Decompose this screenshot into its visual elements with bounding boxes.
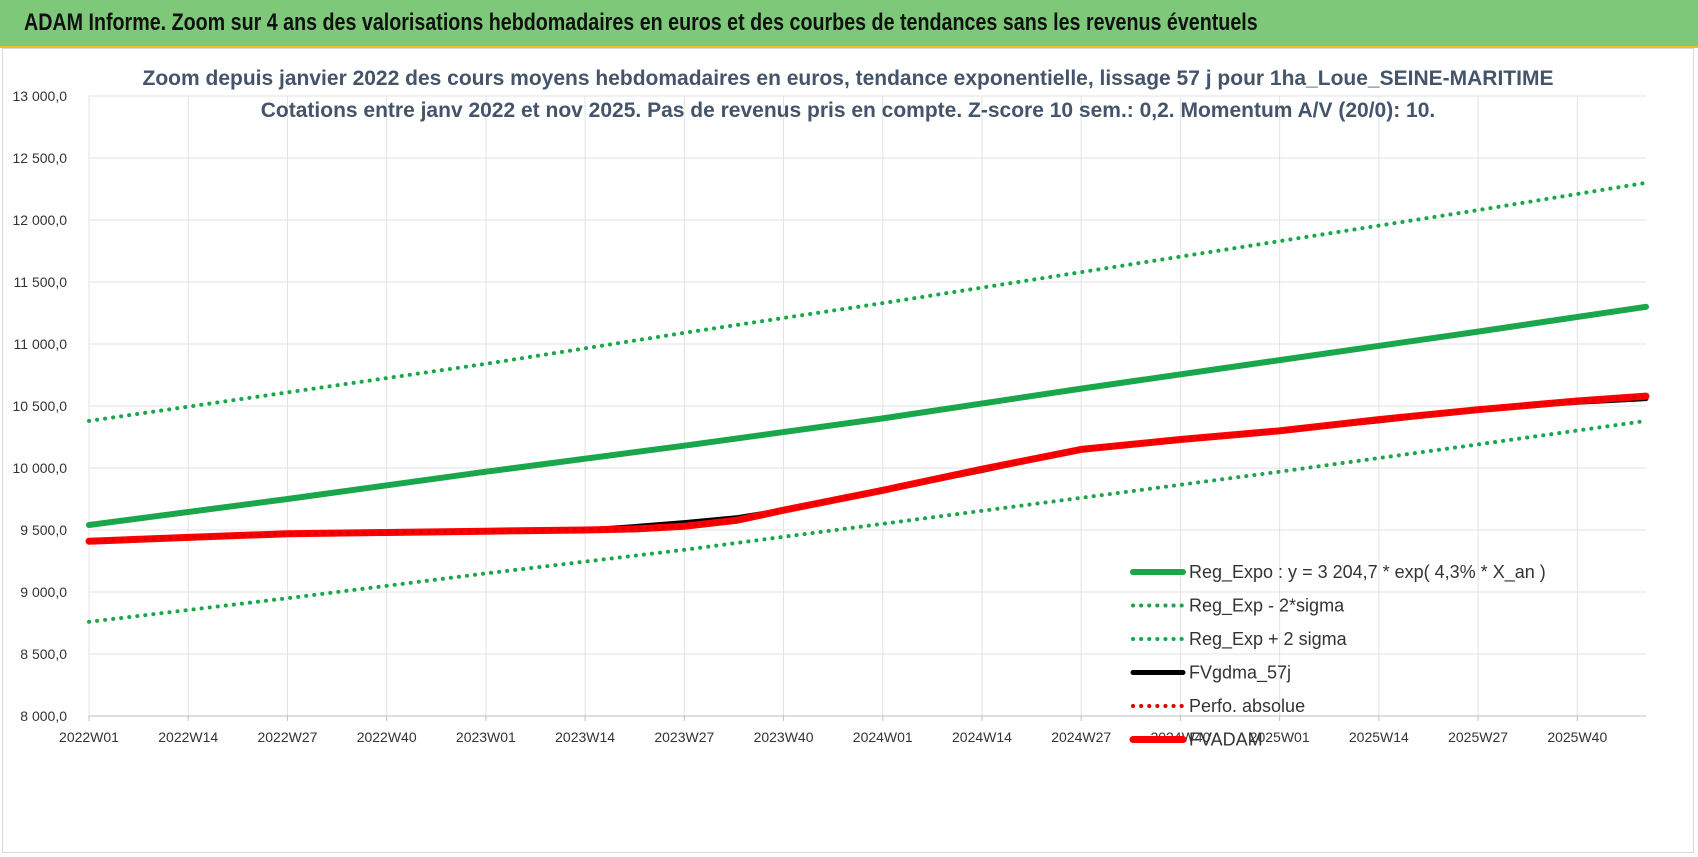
y-tick-label: 10 000,0 <box>13 460 68 476</box>
y-tick-label: 9 000,0 <box>20 584 67 600</box>
y-tick-label: 9 500,0 <box>20 522 67 538</box>
series-line <box>87 394 1648 544</box>
series-line <box>86 303 1649 528</box>
x-tick-label: 2024W14 <box>952 729 1012 745</box>
series-line <box>87 418 1648 624</box>
legend-label: FVgdma_57j <box>1189 663 1291 684</box>
y-tick-label: 13 000,0 <box>13 88 68 104</box>
y-tick-label: 10 500,0 <box>13 398 68 414</box>
x-tick-label: 2025W27 <box>1448 729 1508 745</box>
series-lines <box>85 180 1650 624</box>
x-tick-label: 2025W01 <box>1250 729 1310 745</box>
y-tick-label: 8 500,0 <box>20 646 67 662</box>
y-tick-label: 12 000,0 <box>13 212 68 228</box>
legend-label: Reg_Exp - 2*sigma <box>1189 596 1345 617</box>
x-tick-label: 2022W01 <box>59 729 119 745</box>
y-tick-label: 11 000,0 <box>14 336 68 352</box>
x-tick-label: 2024W01 <box>853 729 913 745</box>
x-tick-label: 2022W27 <box>257 729 317 745</box>
legend-label: Perfo. absolue <box>1189 696 1305 716</box>
x-tick-label: 2024W27 <box>1051 729 1111 745</box>
y-tick-label: 11 500,0 <box>14 274 68 290</box>
axes: 13 000,0 12 500,0 12 000,0 11 500,0 11 000,0… <box>13 88 1646 745</box>
x-tick-label: 2023W27 <box>654 729 714 745</box>
line-chart: 13 000,0 12 500,0 12 000,0 11 500,0 11 000,0… <box>13 67 1650 750</box>
x-tick-label: 2025W14 <box>1349 729 1409 745</box>
x-tick-label: 2022W14 <box>158 729 218 745</box>
chart-frame: 13 000,0 12 500,0 12 000,0 11 500,0 11 000,0… <box>2 48 1694 853</box>
series-line <box>87 180 1648 423</box>
grid <box>88 95 1646 717</box>
x-tick-label: 2023W40 <box>754 729 814 745</box>
report-title: ADAM Informe. Zoom sur 4 ans des valoris… <box>24 9 1258 36</box>
x-tick-label: 2022W40 <box>357 729 417 745</box>
x-tick-label: 2023W14 <box>555 729 615 745</box>
legend-label: Reg_Exp + 2 sigma <box>1189 629 1348 650</box>
legend-label: Reg_Expo : y = 3 204,7 * exp( 4,3% * X_a… <box>1189 562 1546 583</box>
x-tick-label: 2025W40 <box>1547 729 1607 745</box>
chart-subtitle-line-1: Zoom depuis janvier 2022 des cours moyen… <box>143 67 1554 90</box>
y-tick-label: 12 500,0 <box>13 150 68 166</box>
y-tick-label: 8 000,0 <box>20 708 67 724</box>
legend: Reg_Expo : y = 3 204,7 * exp( 4,3% * X_a… <box>1129 562 1546 750</box>
report-banner: ADAM Informe. Zoom sur 4 ans des valoris… <box>0 0 1698 48</box>
legend-label: FVADAM <box>1189 730 1263 750</box>
chart-subtitle-line-2: Cotations entre janv 2022 et nov 2025. P… <box>261 99 1435 122</box>
x-tick-label: 2023W01 <box>456 729 516 745</box>
